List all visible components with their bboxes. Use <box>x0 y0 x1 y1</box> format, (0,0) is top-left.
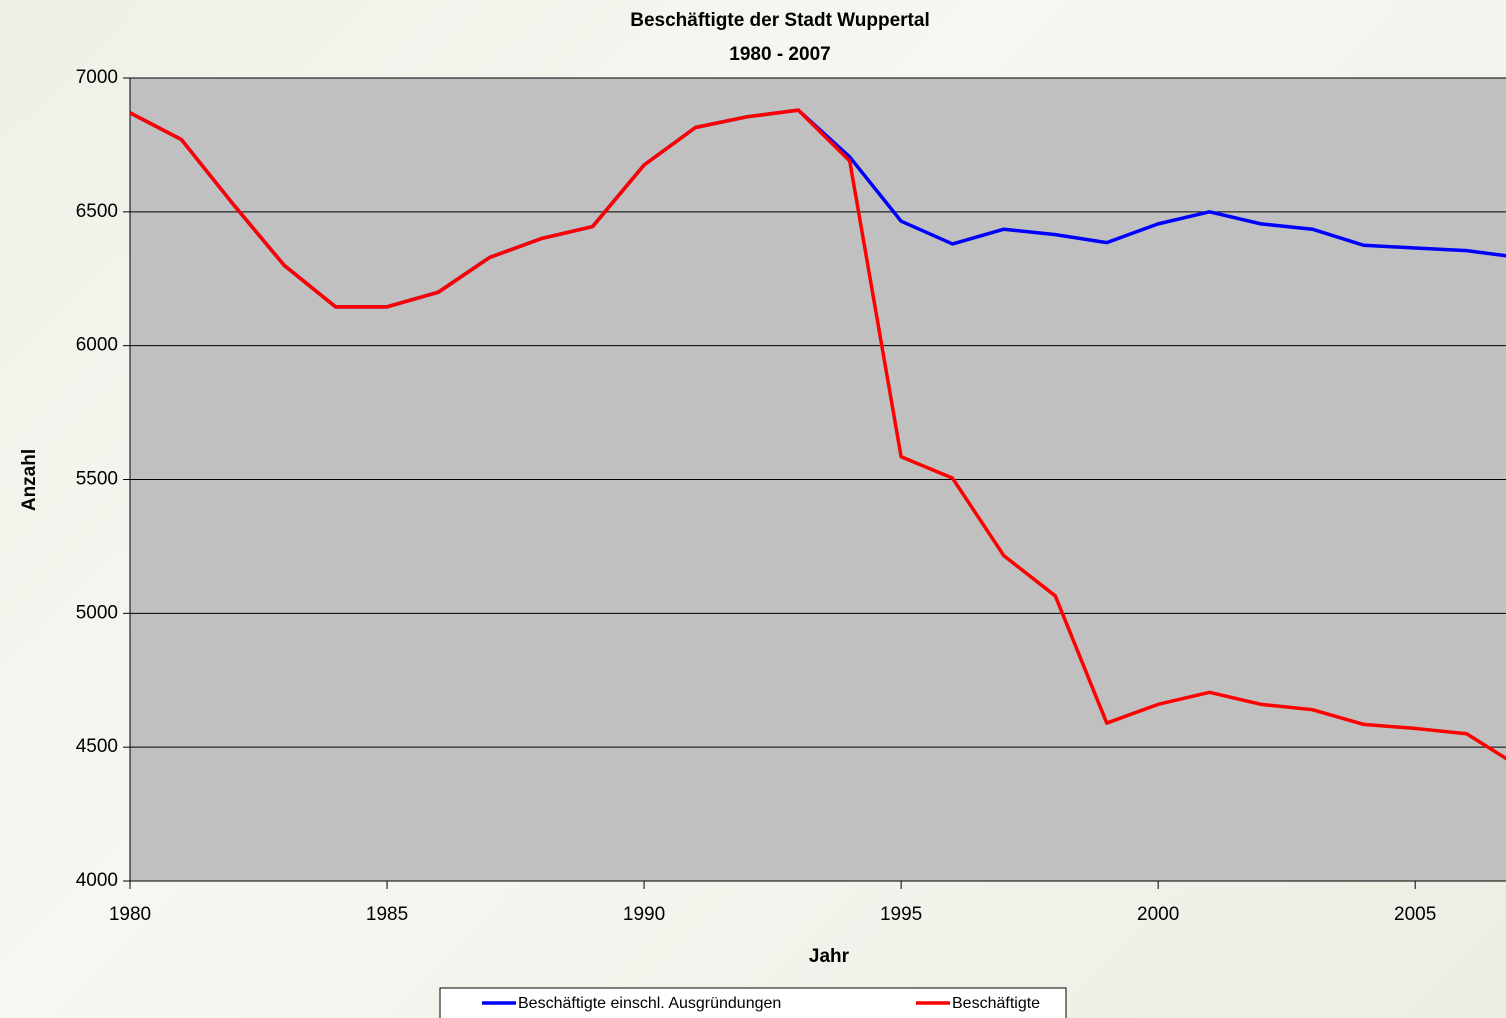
x-tick-label: 1980 <box>109 904 151 925</box>
y-tick-label: 5500 <box>76 469 118 490</box>
legend-box <box>439 987 1067 1018</box>
x-tick-label: 2005 <box>1394 904 1436 925</box>
x-tick-label: 1990 <box>623 904 665 925</box>
y-tick-label: 7000 <box>76 67 118 88</box>
legend-label: Beschäftigte einschl. Ausgründungen <box>518 995 781 1012</box>
legend-label: Beschäftigte <box>952 995 1040 1012</box>
y-tick-label: 6000 <box>76 335 118 356</box>
y-tick-label: 4000 <box>76 870 118 891</box>
y-tick-label: 5000 <box>76 602 118 623</box>
y-axis-label: Anzahl <box>19 449 40 511</box>
line-series <box>129 108 1506 761</box>
x-tick-label: 1995 <box>880 904 922 925</box>
y-tick-label: 6500 <box>76 201 118 222</box>
x-axis-label: Jahr <box>809 946 850 967</box>
y-tick-label: 4500 <box>76 736 118 757</box>
x-tick-label: 2000 <box>1137 904 1179 925</box>
chart-subtitle: 1980 - 2007 <box>729 44 830 65</box>
chart-title: Beschäftigte der Stadt Wuppertal <box>630 10 929 31</box>
x-tick-label: 1985 <box>366 904 408 925</box>
